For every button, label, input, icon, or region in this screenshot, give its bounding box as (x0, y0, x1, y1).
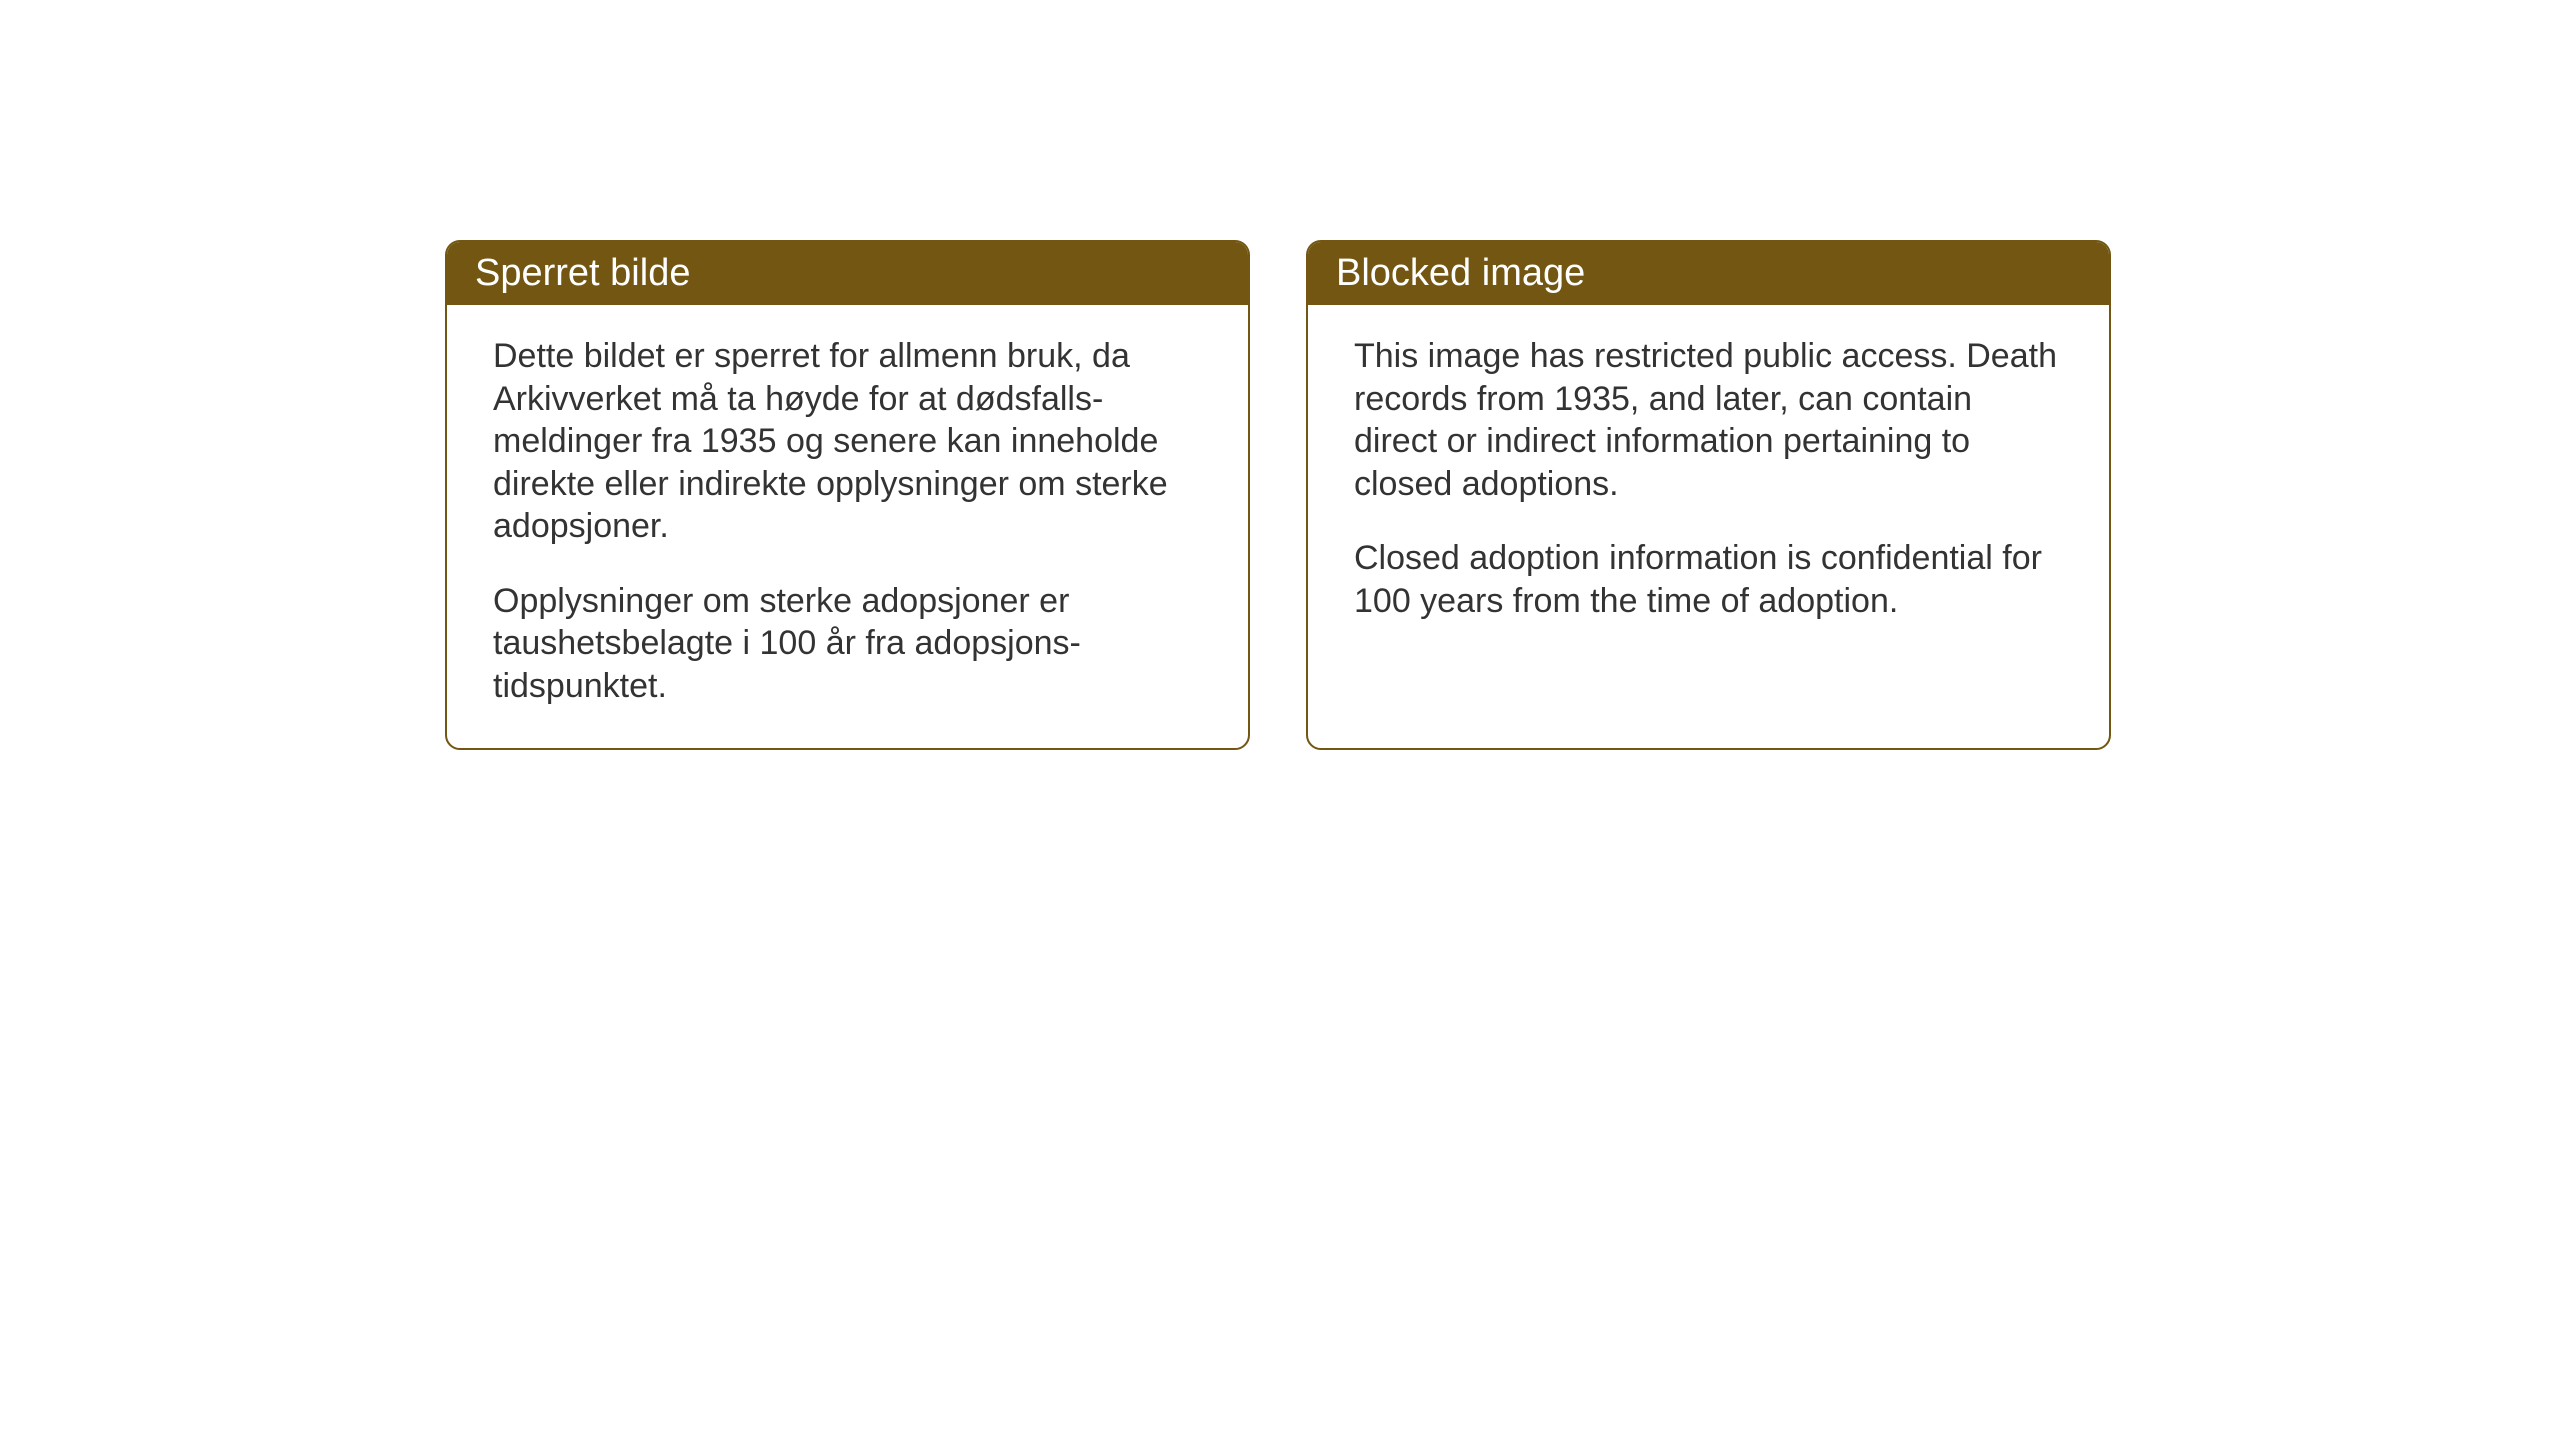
norwegian-notice-card: Sperret bilde Dette bildet er sperret fo… (445, 240, 1250, 750)
english-card-body: This image has restricted public access.… (1308, 305, 2109, 662)
notice-cards-container: Sperret bilde Dette bildet er sperret fo… (445, 240, 2111, 750)
norwegian-paragraph-2: Opplysninger om sterke adopsjoner er tau… (493, 580, 1202, 708)
norwegian-card-title: Sperret bilde (447, 242, 1248, 305)
english-card-title: Blocked image (1308, 242, 2109, 305)
norwegian-paragraph-1: Dette bildet er sperret for allmenn bruk… (493, 335, 1202, 548)
english-notice-card: Blocked image This image has restricted … (1306, 240, 2111, 750)
norwegian-card-body: Dette bildet er sperret for allmenn bruk… (447, 305, 1248, 747)
english-paragraph-1: This image has restricted public access.… (1354, 335, 2063, 505)
english-paragraph-2: Closed adoption information is confident… (1354, 537, 2063, 622)
